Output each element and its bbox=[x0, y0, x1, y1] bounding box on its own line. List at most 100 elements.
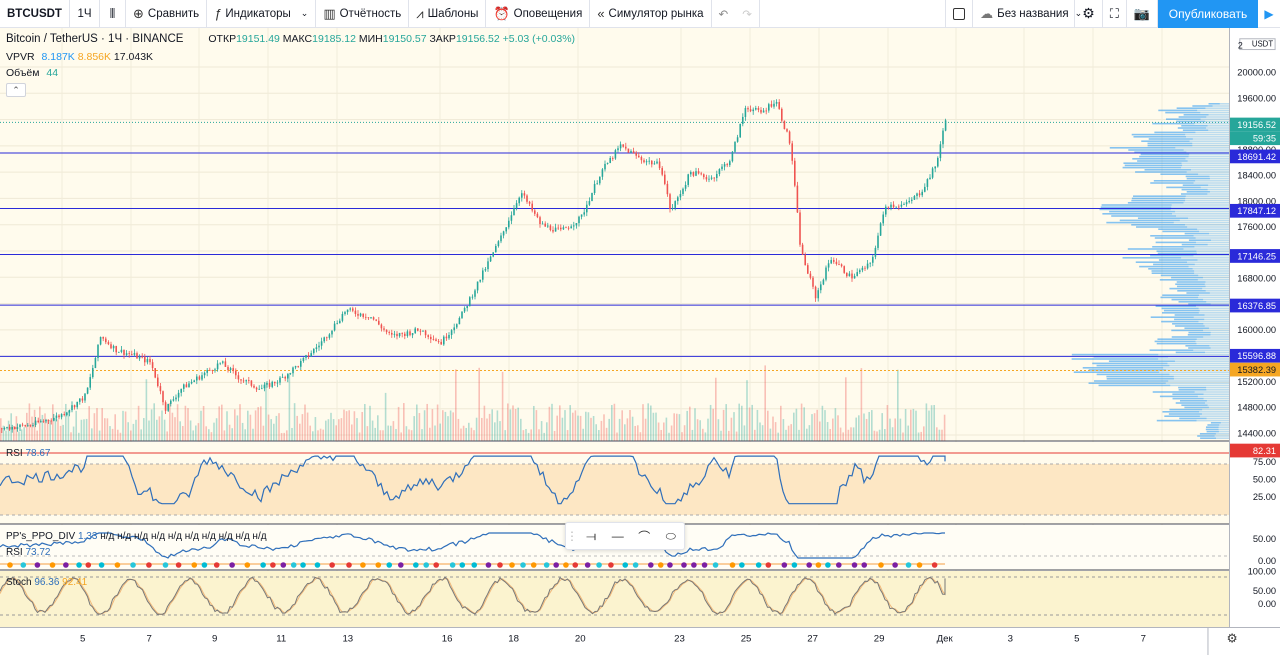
volume-bar bbox=[257, 407, 259, 441]
volume-bar bbox=[132, 423, 135, 441]
horizontal-ray-tool[interactable]: ⟞ bbox=[586, 528, 597, 543]
candle-body bbox=[515, 203, 518, 209]
candle-body bbox=[242, 380, 245, 382]
axis-settings-gear-icon[interactable]: ⚙ bbox=[1226, 630, 1237, 645]
candle-body bbox=[812, 277, 814, 287]
countdown-label: 59:35 bbox=[1253, 134, 1276, 144]
candle-body bbox=[848, 273, 851, 277]
layout-name-button[interactable]: ☁ Без названия ⌄ bbox=[973, 0, 1082, 28]
ellipse-tool[interactable]: ⬭ bbox=[665, 528, 676, 543]
volume-bar bbox=[379, 430, 382, 441]
vpvr-bar bbox=[1212, 105, 1229, 107]
drag-handle-icon[interactable]: ⋮ bbox=[566, 529, 578, 543]
rsi-label: RSI bbox=[6, 448, 23, 459]
volume-bar bbox=[374, 427, 376, 441]
candle-body bbox=[690, 172, 692, 175]
vpvr-bar bbox=[1106, 378, 1174, 380]
horizontal-line-tool[interactable]: — bbox=[611, 529, 624, 543]
volume-bar bbox=[501, 371, 504, 441]
play-button[interactable]: ▶ bbox=[1258, 0, 1280, 28]
vpvr-bar bbox=[1207, 188, 1229, 191]
divergence-dot bbox=[85, 562, 92, 568]
ppo-legend[interactable]: PP's_PPO_DIV 1.33 н/д н/д н/д н/д н/д н/… bbox=[6, 531, 267, 542]
vpvr-bar bbox=[1177, 127, 1206, 129]
volume-bar bbox=[907, 425, 909, 441]
curve-tool[interactable]: ⌒ bbox=[638, 529, 651, 544]
candle-body bbox=[89, 377, 91, 388]
plus-circle-icon: ⊕ bbox=[133, 5, 144, 21]
vpvr-bar bbox=[1218, 430, 1229, 433]
vpvr-bar bbox=[1184, 327, 1209, 329]
indicators-button[interactable]: ƒ Индикаторы ⌄ bbox=[207, 0, 317, 28]
symbol-search-button[interactable]: BTCUSDT bbox=[0, 0, 70, 28]
templates-button[interactable]: ⩘ Шаблоны bbox=[409, 0, 487, 28]
candle-body bbox=[229, 368, 232, 370]
candle-body bbox=[310, 353, 312, 357]
volume-bar bbox=[317, 430, 319, 441]
volume-bar bbox=[774, 422, 777, 441]
vpvr-legend[interactable]: VPVR 8.187K 8.856K 17.043K bbox=[6, 51, 153, 63]
vpvr-bar bbox=[1175, 402, 1206, 404]
volume-bar bbox=[551, 403, 553, 441]
volume-bar bbox=[384, 392, 387, 441]
reports-button[interactable]: ▥ Отчётность bbox=[316, 0, 410, 28]
volume-bar bbox=[517, 407, 519, 441]
chart-area[interactable] bbox=[0, 28, 1229, 627]
candle-body bbox=[71, 405, 73, 411]
candle-body bbox=[149, 359, 151, 363]
snapshot-button[interactable]: 📷 bbox=[1127, 0, 1158, 28]
alerts-button[interactable]: ⏰ Оповещения bbox=[486, 0, 591, 28]
volume-bar bbox=[254, 410, 257, 441]
undo-icon: ↶ bbox=[718, 8, 729, 21]
fullscreen-layout-button[interactable] bbox=[945, 0, 974, 28]
settings-button[interactable]: ⚙ bbox=[1075, 0, 1103, 28]
volume-bar bbox=[455, 369, 457, 441]
volume-bar bbox=[413, 416, 415, 441]
level-price-label: 16376.85 bbox=[1237, 301, 1276, 311]
horizontal-levels[interactable] bbox=[0, 121, 1229, 371]
candle-body bbox=[128, 353, 130, 355]
candle-body bbox=[440, 341, 442, 345]
interval-button[interactable]: 1Ч bbox=[70, 0, 100, 28]
stoch-legend[interactable]: Stoch 96.36 92.41 bbox=[6, 577, 87, 588]
time-axis[interactable]: 5 7 9 11 13 16 18 20 23 25 27 29 Дек 3 5 7 ⚙ bbox=[0, 627, 1280, 655]
candle-body bbox=[479, 279, 481, 282]
volume-bar bbox=[26, 412, 28, 441]
vpvr-bar bbox=[1181, 404, 1208, 406]
divergence-dot bbox=[584, 562, 591, 568]
volume-bar bbox=[143, 418, 145, 441]
rsi-legend[interactable]: RSI 78.67 bbox=[6, 448, 50, 459]
vpvr-bar bbox=[1109, 147, 1176, 149]
vpvr-bar bbox=[1186, 191, 1210, 193]
volume-legend[interactable]: Объём 44 bbox=[6, 67, 58, 79]
chart-type-button[interactable]: ⫴ bbox=[100, 0, 126, 28]
volume-bar bbox=[275, 415, 278, 441]
fullscreen-button[interactable]: ⛶ bbox=[1103, 0, 1127, 28]
volume-bar bbox=[904, 409, 907, 441]
collapse-legend-button[interactable]: ⌃ bbox=[6, 83, 26, 97]
volume-bar bbox=[283, 432, 285, 441]
publish-button[interactable]: Опубликовать bbox=[1158, 0, 1258, 28]
layout-name-label: Без названия bbox=[997, 7, 1069, 20]
volume-bar bbox=[130, 430, 132, 441]
volume-bar bbox=[499, 421, 501, 441]
candle-body bbox=[406, 331, 409, 336]
rsi2-legend[interactable]: RSI 73.72 bbox=[6, 547, 50, 558]
volume-bar bbox=[481, 417, 483, 441]
candle-body bbox=[892, 204, 895, 208]
candle-body bbox=[274, 381, 276, 384]
undo-button[interactable]: ↶ bbox=[712, 0, 736, 28]
redo-button[interactable]: ↷ bbox=[735, 0, 760, 28]
price-axis[interactable]: USDT220000.0019600.0019200.0018800.00184… bbox=[1229, 28, 1280, 627]
volume-bar bbox=[72, 426, 75, 441]
volume-bar bbox=[704, 432, 707, 441]
compare-button[interactable]: ⊕ Сравнить bbox=[126, 0, 208, 28]
symbol-title[interactable]: Bitcoin / TetherUS · 1Ч · BINANCE bbox=[6, 33, 184, 45]
replay-button[interactable]: «Симулятор рынка bbox=[590, 0, 712, 28]
volume-bar bbox=[332, 419, 335, 441]
vpvr-bar bbox=[1216, 437, 1229, 439]
volume-bar bbox=[111, 428, 114, 441]
vpvr-bar bbox=[1203, 397, 1229, 400]
candle-body bbox=[315, 347, 318, 349]
candle-body bbox=[105, 338, 107, 343]
